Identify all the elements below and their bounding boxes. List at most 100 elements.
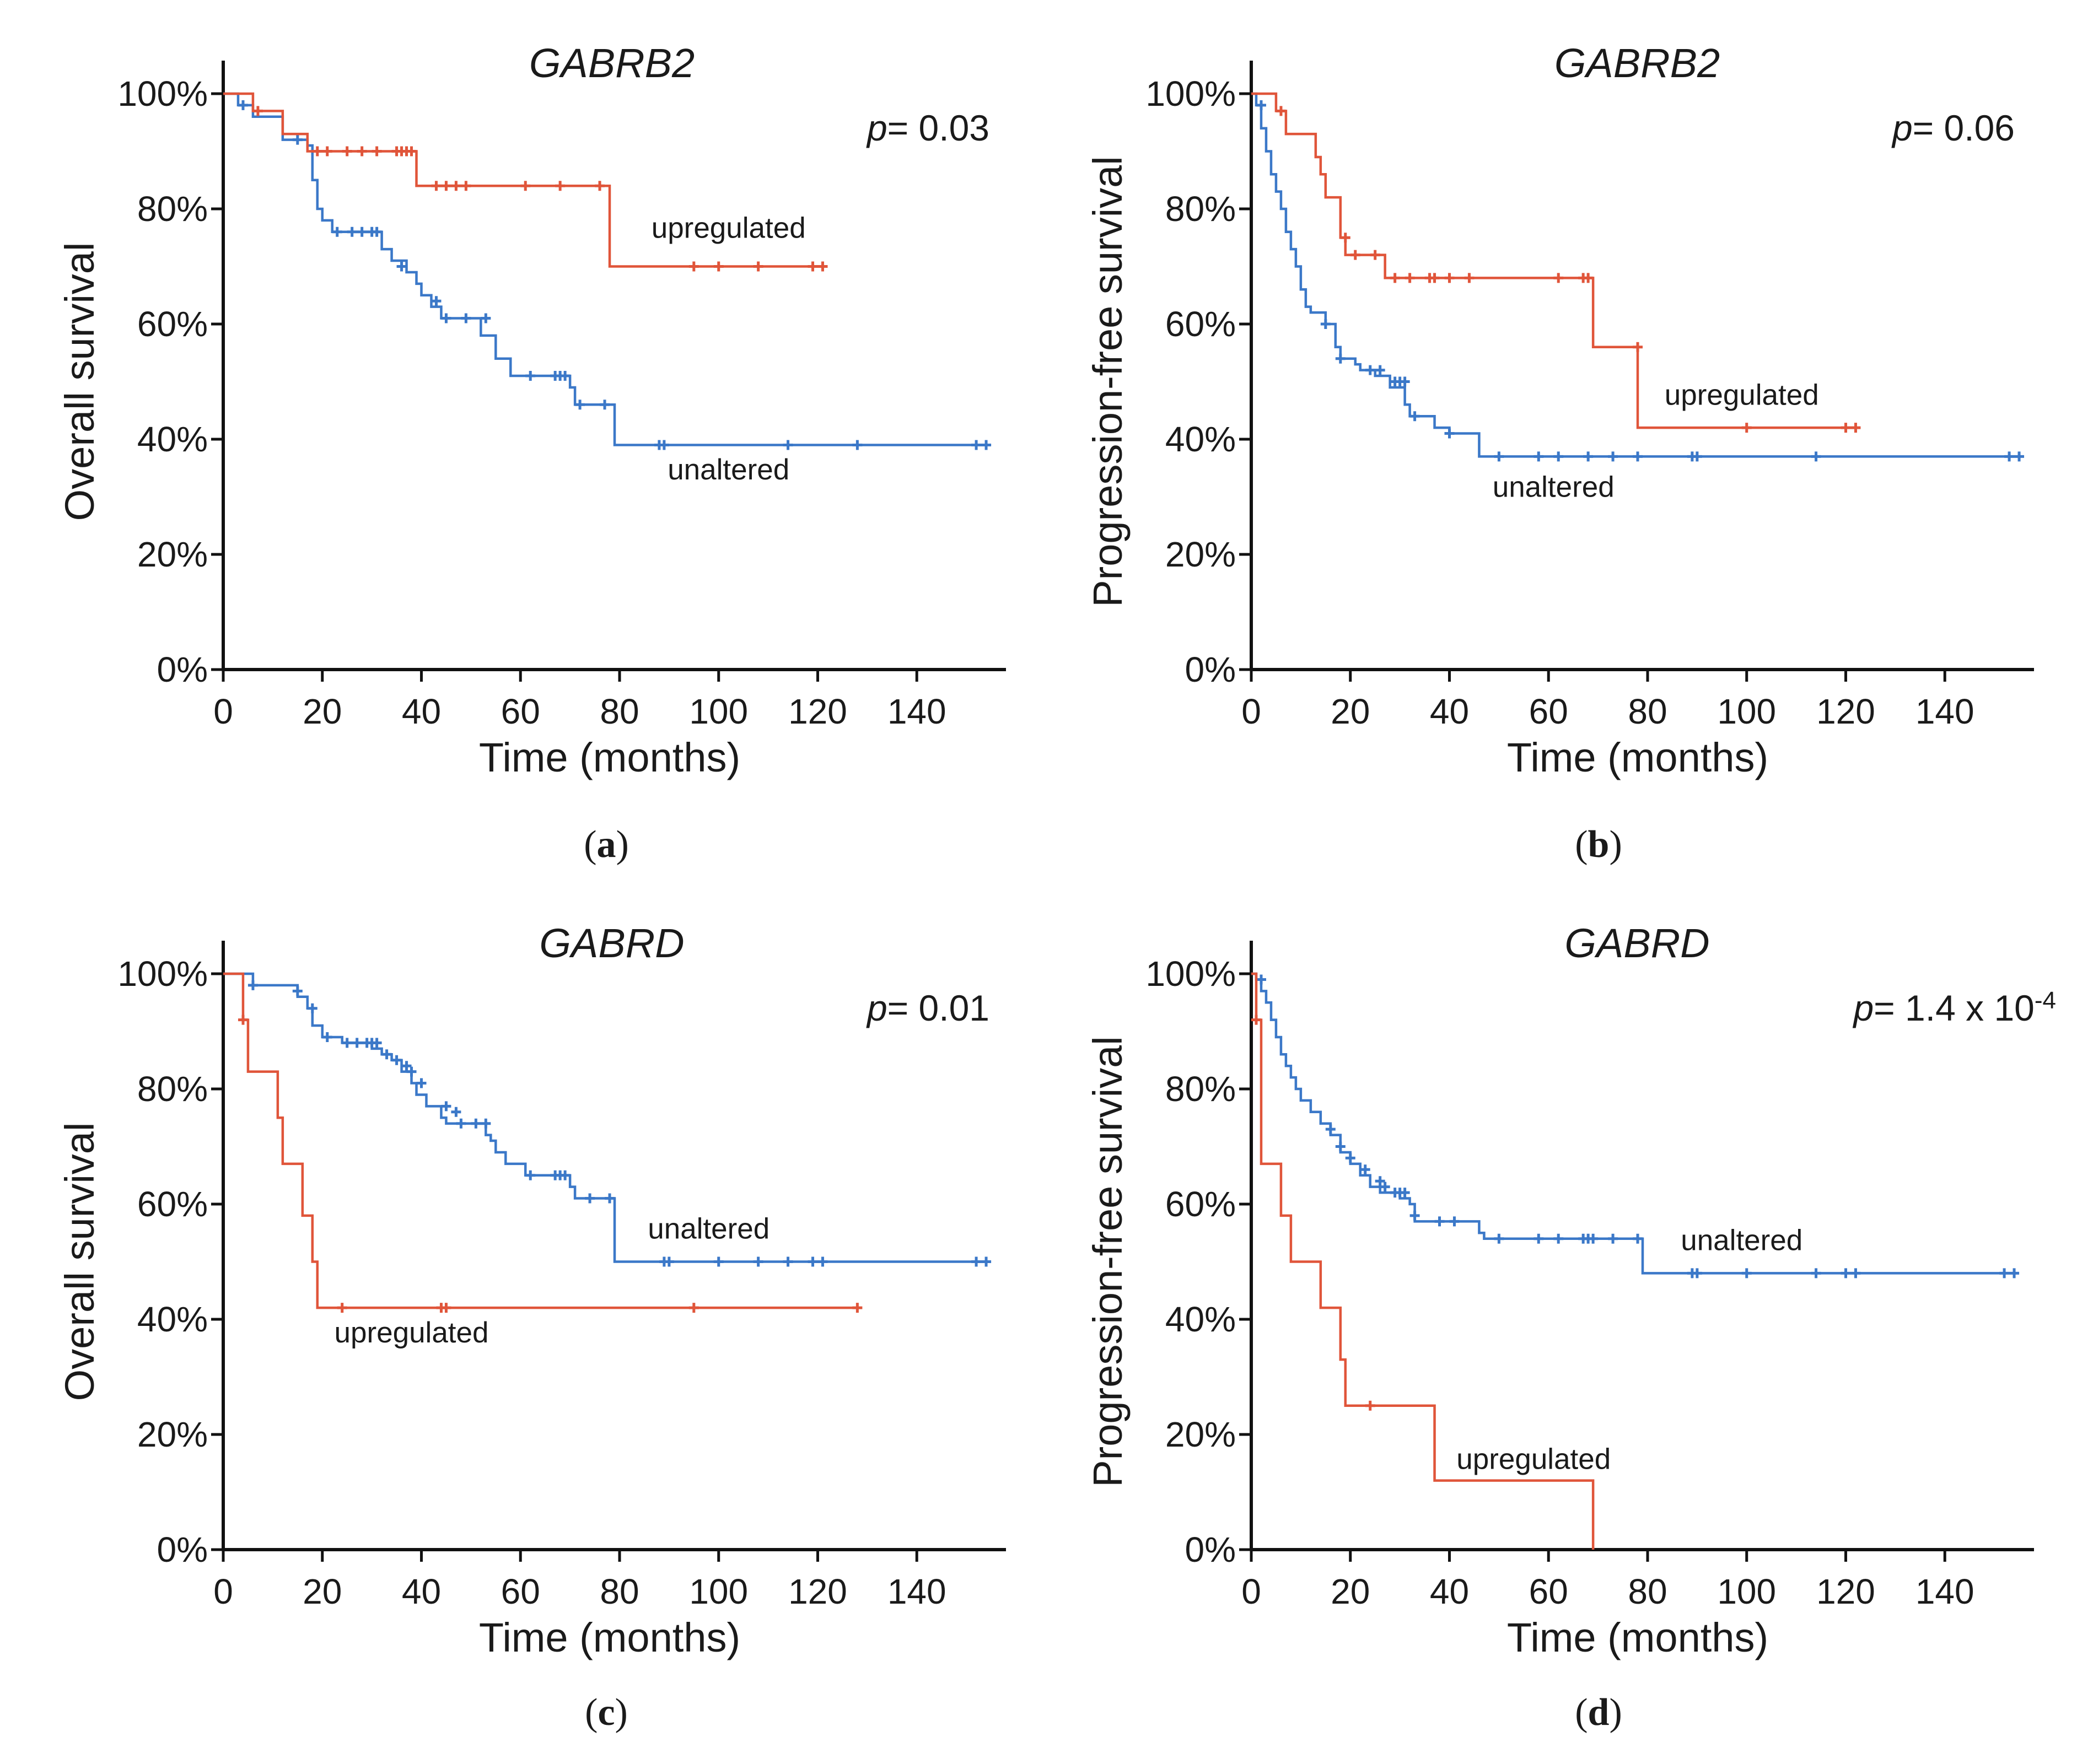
unaltered-censor-mark [247, 980, 258, 990]
y-tick-label: 100% [117, 954, 208, 994]
unaltered-censor-mark [753, 1256, 763, 1267]
p-value-label: p= 1.4 x 10-4 [1852, 987, 2056, 1028]
panel-title: GABRD [1564, 920, 1709, 966]
unaltered-censor-mark [381, 1049, 392, 1060]
upregulated-censor-mark [688, 1303, 699, 1313]
unaltered-censor-mark [1588, 1233, 1599, 1244]
upregulated-censor-mark [342, 146, 352, 157]
unaltered-censor-mark [1256, 100, 1266, 110]
unaltered-censor-mark [852, 440, 863, 450]
x-tick-label: 0 [213, 1572, 233, 1611]
unaltered-censor-mark [1633, 451, 1643, 462]
y-tick-label: 60% [1165, 304, 1236, 344]
p-value-label: p= 0.01 [866, 988, 989, 1028]
unaltered-censor-mark [605, 1193, 615, 1204]
upregulated-label: upregulated [1456, 1443, 1611, 1476]
upregulated-censor-mark [1340, 233, 1350, 243]
unaltered-censor-mark [332, 226, 342, 237]
unaltered-censor-mark [456, 1118, 466, 1129]
x-tick-label: 40 [402, 692, 441, 731]
unaltered-censor-mark [431, 296, 442, 306]
unaltered-censor-mark [1365, 365, 1375, 375]
unaltered-censor-mark [481, 313, 491, 323]
unaltered-censor-mark [307, 1003, 318, 1013]
y-tick-label: 40% [137, 419, 208, 459]
unaltered-censor-mark [2014, 451, 2025, 462]
upregulated-censor-mark [1429, 273, 1440, 283]
panel-caption: (c) [585, 1691, 628, 1734]
unaltered-censor-mark [971, 440, 982, 450]
unaltered-censor-mark [471, 1118, 481, 1129]
panel-b: 0 20 40 60 80 100 120 140 0% 20% 40% 60% 80% 100% GAB… [1085, 40, 2034, 866]
unaltered-censor-mark [461, 313, 471, 323]
x-axis-title: Time (months) [1507, 735, 1768, 780]
unaltered-censor-mark [238, 100, 248, 110]
upregulated-censor-mark [555, 181, 566, 191]
y-tick-label: 40% [137, 1299, 208, 1339]
p-symbol: p [866, 988, 887, 1028]
caption-letter: a [597, 823, 616, 866]
panel-caption: (b) [1575, 823, 1622, 866]
upregulated-censor-mark [322, 146, 332, 157]
y-tick-label: 80% [137, 1069, 208, 1109]
upregulated-censor-mark [753, 261, 763, 272]
upregulated-censor-mark [431, 181, 442, 191]
unaltered-censor-mark [372, 226, 382, 237]
y-tick-label: 0% [157, 1530, 208, 1569]
unaltered-censor-mark [808, 1256, 818, 1267]
unaltered-censor-mark [1692, 451, 1702, 462]
y-tick-label: 20% [1165, 1415, 1236, 1454]
axes [222, 941, 1006, 1551]
upregulated-censor-mark [1276, 106, 1286, 116]
unaltered-censor-mark [1741, 1268, 1752, 1279]
y-tick-label: 60% [137, 304, 208, 344]
unaltered-censor-mark [981, 1256, 992, 1267]
y-tick-label: 80% [1165, 1069, 1236, 1109]
upregulated-censor-mark [406, 146, 417, 157]
series [1251, 972, 2020, 1550]
unaltered-censor-mark [1345, 1153, 1355, 1163]
upregulated-censor-mark [372, 146, 382, 157]
unaltered-censor-mark [401, 1061, 412, 1071]
p-value-text: = 1.4 x 10 [1874, 988, 2035, 1028]
p-value-text: = 0.03 [887, 107, 989, 148]
unaltered-censor-mark [1449, 1216, 1460, 1227]
upregulated-censor-mark [1365, 1400, 1375, 1411]
x-tick-label: 100 [1717, 1572, 1776, 1611]
y-tick-label: 20% [137, 1415, 208, 1454]
x-tick-label: 60 [501, 692, 540, 731]
unaltered-curve [1251, 92, 2020, 458]
x-tick-label: 40 [1430, 1572, 1469, 1611]
x-tick-label: 20 [303, 1572, 342, 1611]
upregulated-censor-mark [1390, 273, 1400, 283]
upregulated-censor-mark [1741, 423, 1752, 433]
x-tick-label: 120 [788, 1572, 847, 1611]
unaltered-censor-mark [783, 1256, 793, 1267]
y-tick-label: 20% [137, 535, 208, 574]
y-axis-title: Overall survival [57, 1123, 103, 1401]
caption-letter: b [1588, 823, 1610, 866]
unaltered-censor-mark [1583, 451, 1594, 462]
x-tick-label: 60 [501, 1572, 540, 1611]
unaltered-censor-mark [2009, 1268, 2020, 1279]
unaltered-censor-mark [981, 440, 992, 450]
unaltered-censor-mark [441, 1101, 451, 1112]
y-axis-title: Overall survival [57, 242, 103, 521]
x-tick-label: 80 [1628, 692, 1667, 731]
unaltered-censor-mark [1335, 353, 1346, 364]
upregulated-censor-mark [461, 181, 471, 191]
unaltered-censor-mark [396, 261, 407, 272]
y-tick-label: 100% [1145, 954, 1236, 994]
unaltered-censor-mark [451, 1107, 461, 1117]
x-axis-title: Time (months) [1507, 1615, 1768, 1660]
unaltered-censor-mark [1380, 1182, 1390, 1192]
p-symbol: p [866, 107, 887, 148]
p-value-label: p= 0.03 [866, 107, 989, 148]
panel-d: 0 20 40 60 80 100 120 140 0% 20% 40% 60% 80% 100% GAB… [1085, 920, 2056, 1734]
caption-letter: c [598, 1691, 615, 1734]
unaltered-censor-mark [575, 400, 585, 410]
upregulated-censor-mark [1350, 250, 1360, 260]
unaltered-censor-mark [372, 1038, 382, 1048]
unaltered-censor-mark [713, 1256, 724, 1267]
